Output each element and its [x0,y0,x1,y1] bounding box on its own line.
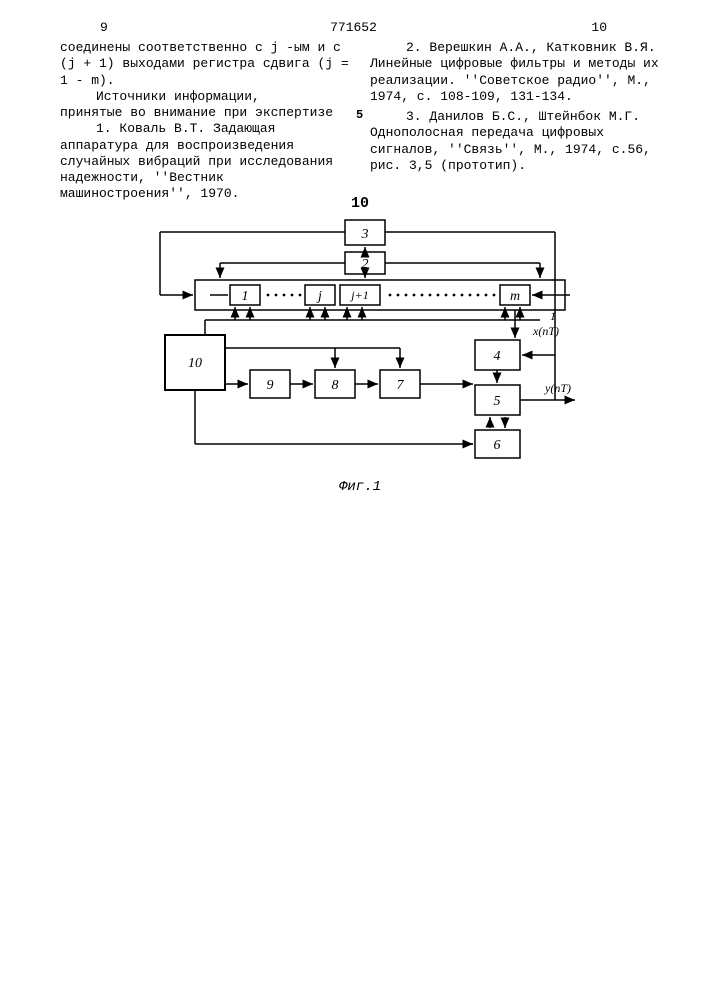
svg-text:7: 7 [397,378,405,393]
reference-2: 2. Верешкин А.А., Катковник В.Я. Линейны… [370,40,665,105]
svg-text:m: m [510,289,520,304]
page-number-left: 9 [100,20,108,35]
right-column: 2. Верешкин А.А., Катковник В.Я. Линейны… [370,40,665,174]
margin-line-number: 5 [356,108,363,122]
svg-text:10: 10 [188,356,202,371]
svg-text:4: 4 [494,349,501,364]
svg-text:6: 6 [494,438,501,453]
figure-caption: Фиг.1 [339,479,381,495]
left-column: соединены соответственно с j -ым и с (j … [60,40,350,203]
svg-text:1: 1 [242,289,249,304]
svg-text:3: 3 [361,227,369,242]
svg-text:2: 2 [362,257,369,272]
svg-text:9: 9 [267,378,274,393]
svg-text:j+1: j+1 [349,288,368,302]
sources-line: принятые во внимание при экспертизе [60,105,350,121]
document-number: 771652 [330,20,377,35]
left-p1: соединены соответственно с j -ым и с (j … [60,40,350,89]
svg-text:x(nT): x(nT) [532,324,559,338]
block-diagram-figure: 10 1 j j+1 m 3 2 [100,200,620,490]
svg-text:5: 5 [494,394,501,409]
reference-1: 1. Коваль В.Т. Задающая аппаратура для в… [60,121,350,202]
sources-heading: Источники информации, [60,89,350,105]
svg-text:y(nT): y(nT) [544,381,571,395]
reference-3: 3. Данилов Б.С., Штейнбок М.Г. Однополос… [370,109,665,174]
svg-text:8: 8 [332,378,339,393]
svg-text:1: 1 [550,309,556,323]
diagram-svg: 1 j j+1 m 3 2 10 9 8 [100,200,620,490]
page-number-right: 10 [591,20,607,35]
figure-top-label: 10 [351,195,369,212]
